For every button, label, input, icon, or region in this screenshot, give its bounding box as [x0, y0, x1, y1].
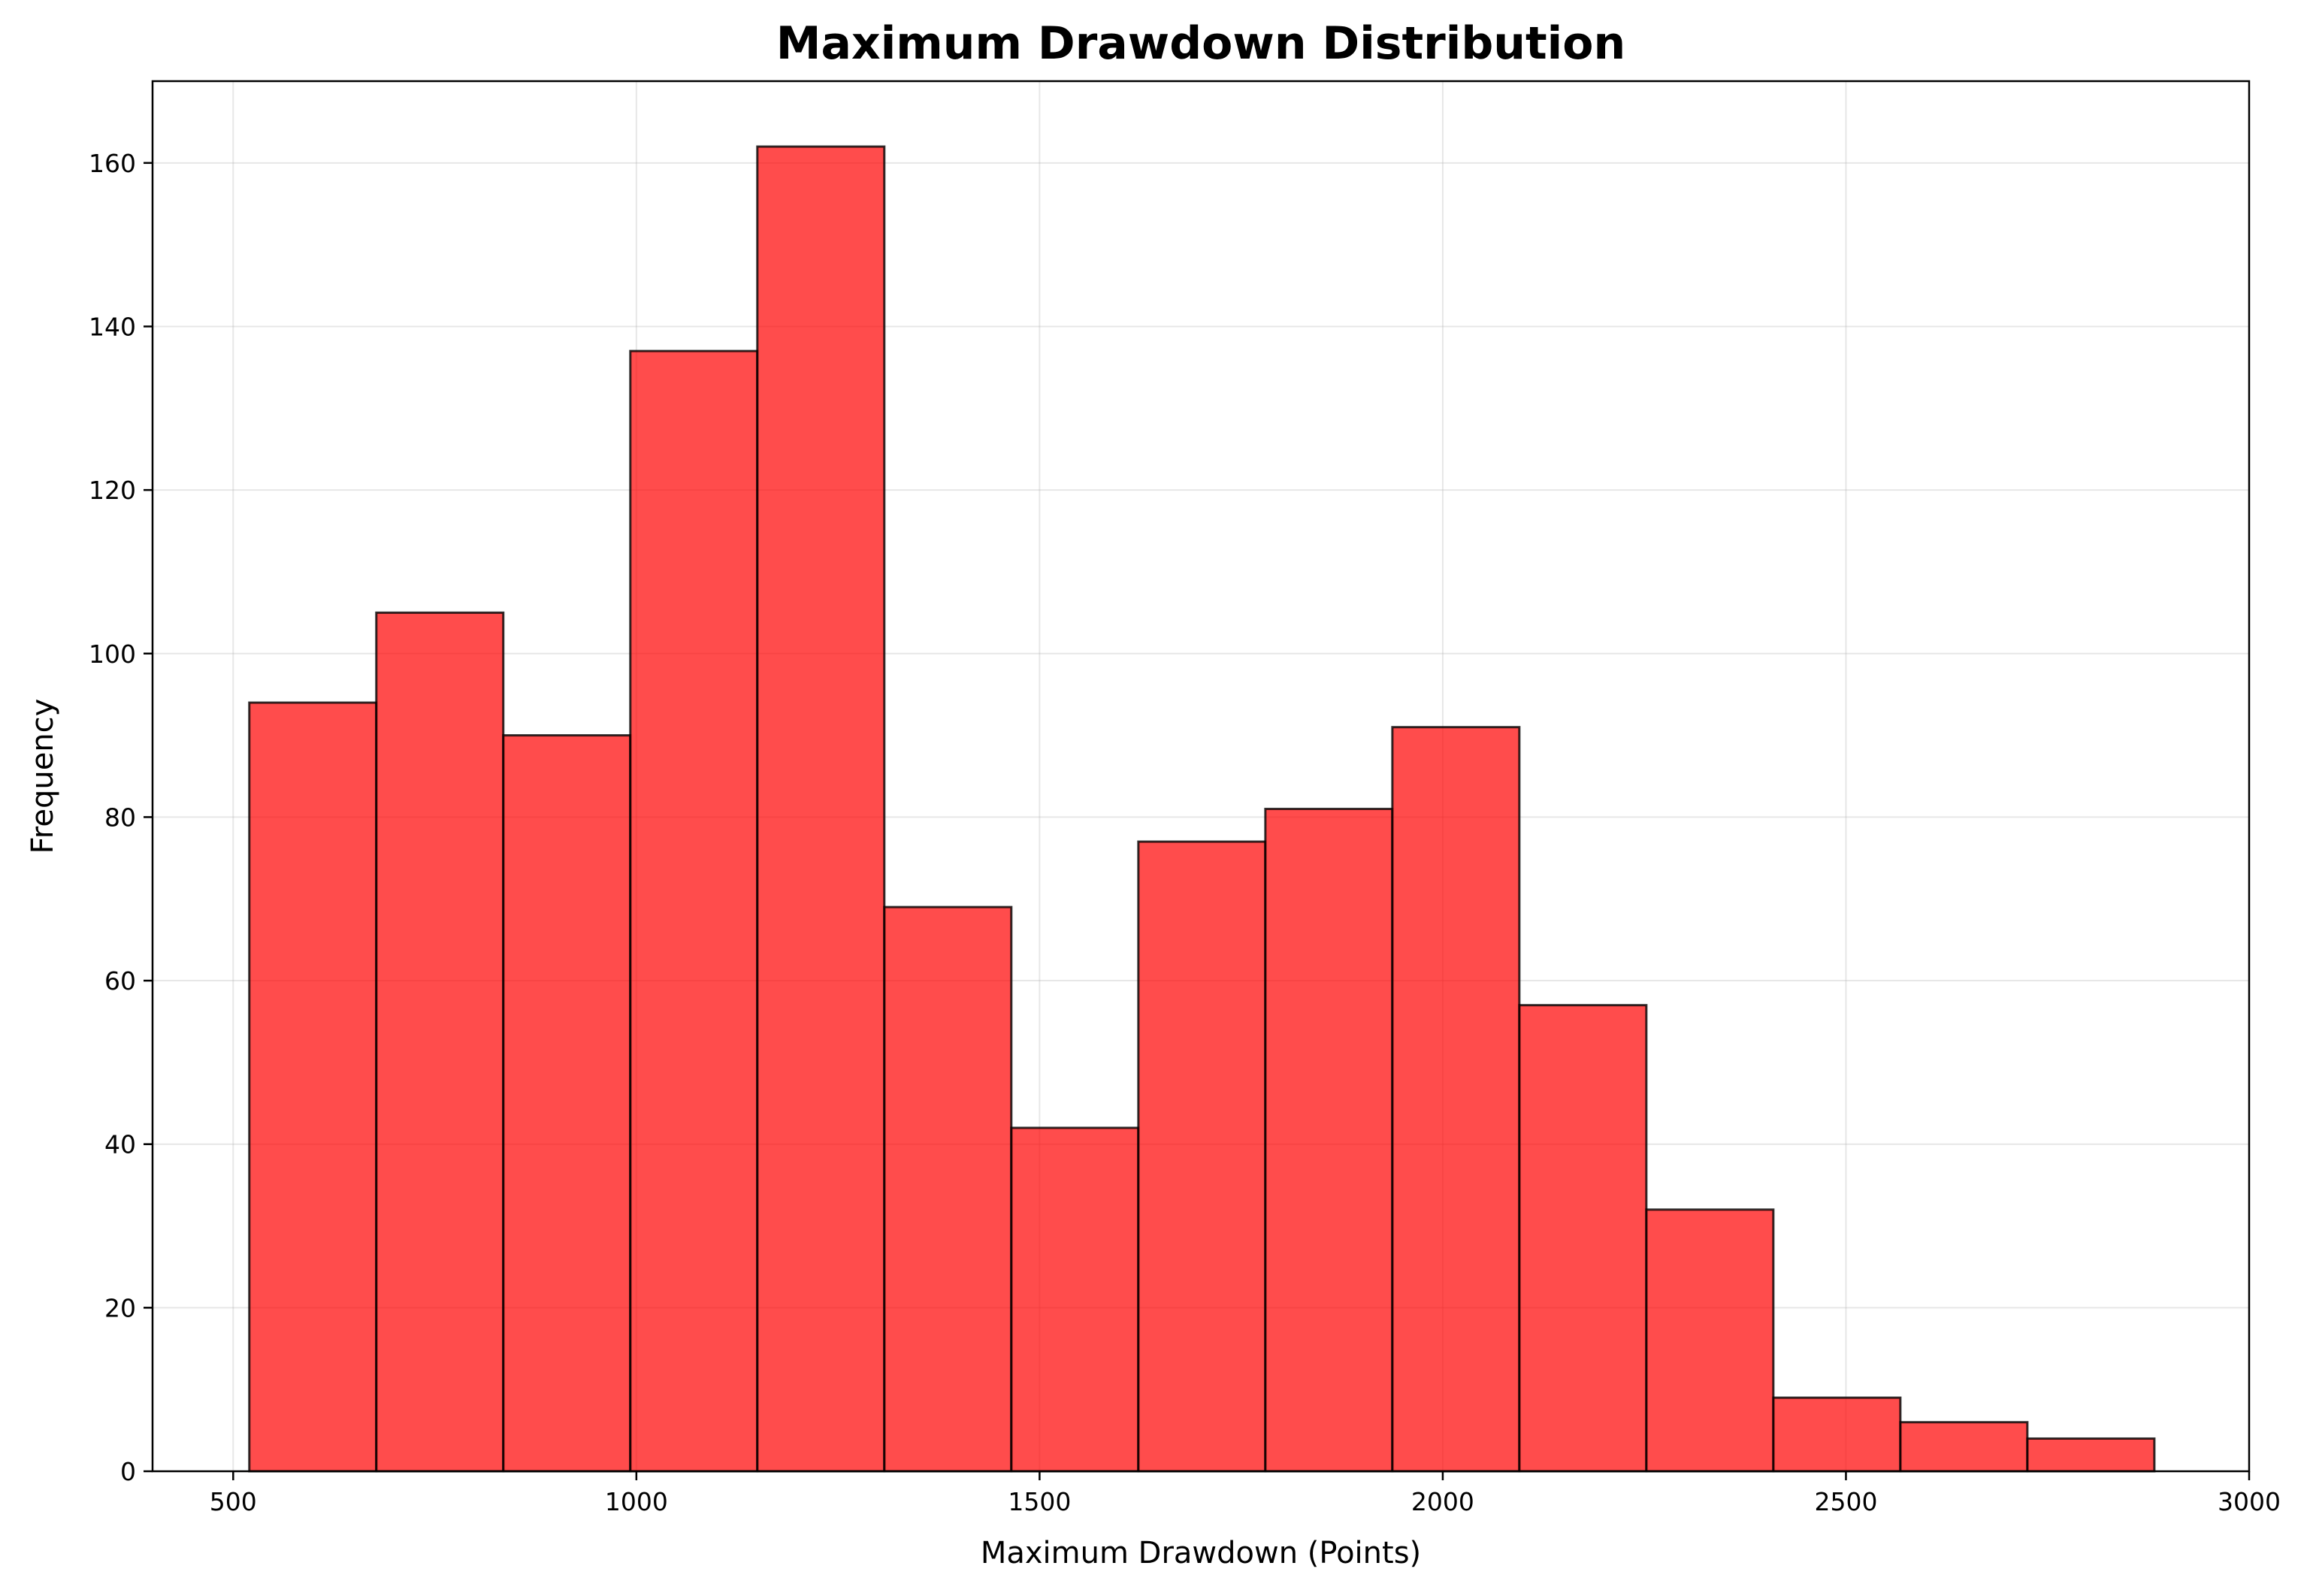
y-tick-label: 20 — [104, 1293, 136, 1322]
histogram-bar — [1264, 808, 1394, 1473]
histogram-bar — [502, 734, 632, 1473]
x-tick-label: 2500 — [1814, 1487, 1877, 1516]
histogram-bar — [883, 905, 1013, 1473]
histogram-bar — [248, 701, 378, 1473]
histogram-bar — [1772, 1396, 1902, 1473]
histogram-bar — [2026, 1437, 2156, 1473]
y-axis-label: Frequency — [26, 699, 60, 854]
histogram-bar — [1645, 1208, 1775, 1473]
histogram-bar — [1899, 1421, 2029, 1473]
histogram-bar — [1391, 726, 1521, 1473]
histogram-bars — [248, 145, 2156, 1473]
histogram-bar — [1518, 1004, 1648, 1473]
y-tick-label: 100 — [89, 639, 136, 669]
histogram-bar — [375, 611, 505, 1473]
y-tick-label: 160 — [89, 149, 136, 178]
y-tick-label: 60 — [104, 966, 136, 996]
y-tick-label: 80 — [104, 803, 136, 832]
y-tick-label: 120 — [89, 476, 136, 505]
y-axis-ticks: 0 20 40 60 80 100 120 140 160 — [89, 149, 153, 1486]
histogram-bar — [1137, 840, 1267, 1473]
x-tick-label: 3000 — [2218, 1487, 2281, 1516]
x-axis-ticks: 500 1000 1500 2000 2500 3000 — [210, 1471, 2281, 1516]
chart-title: Maximum Drawdown Distribution — [776, 17, 1625, 70]
x-tick-label: 2000 — [1411, 1487, 1474, 1516]
x-axis-label: Maximum Drawdown (Points) — [981, 1536, 1421, 1570]
histogram-bar — [756, 145, 886, 1473]
x-tick-label: 500 — [210, 1487, 257, 1516]
y-tick-label: 40 — [104, 1130, 136, 1159]
y-tick-label: 0 — [120, 1457, 136, 1486]
x-tick-label: 1000 — [605, 1487, 668, 1516]
plot-frame — [151, 80, 2251, 1473]
y-tick-label: 140 — [89, 312, 136, 341]
histogram-bar — [1010, 1126, 1140, 1473]
histogram-bar — [629, 349, 759, 1473]
x-tick-label: 1500 — [1008, 1487, 1071, 1516]
